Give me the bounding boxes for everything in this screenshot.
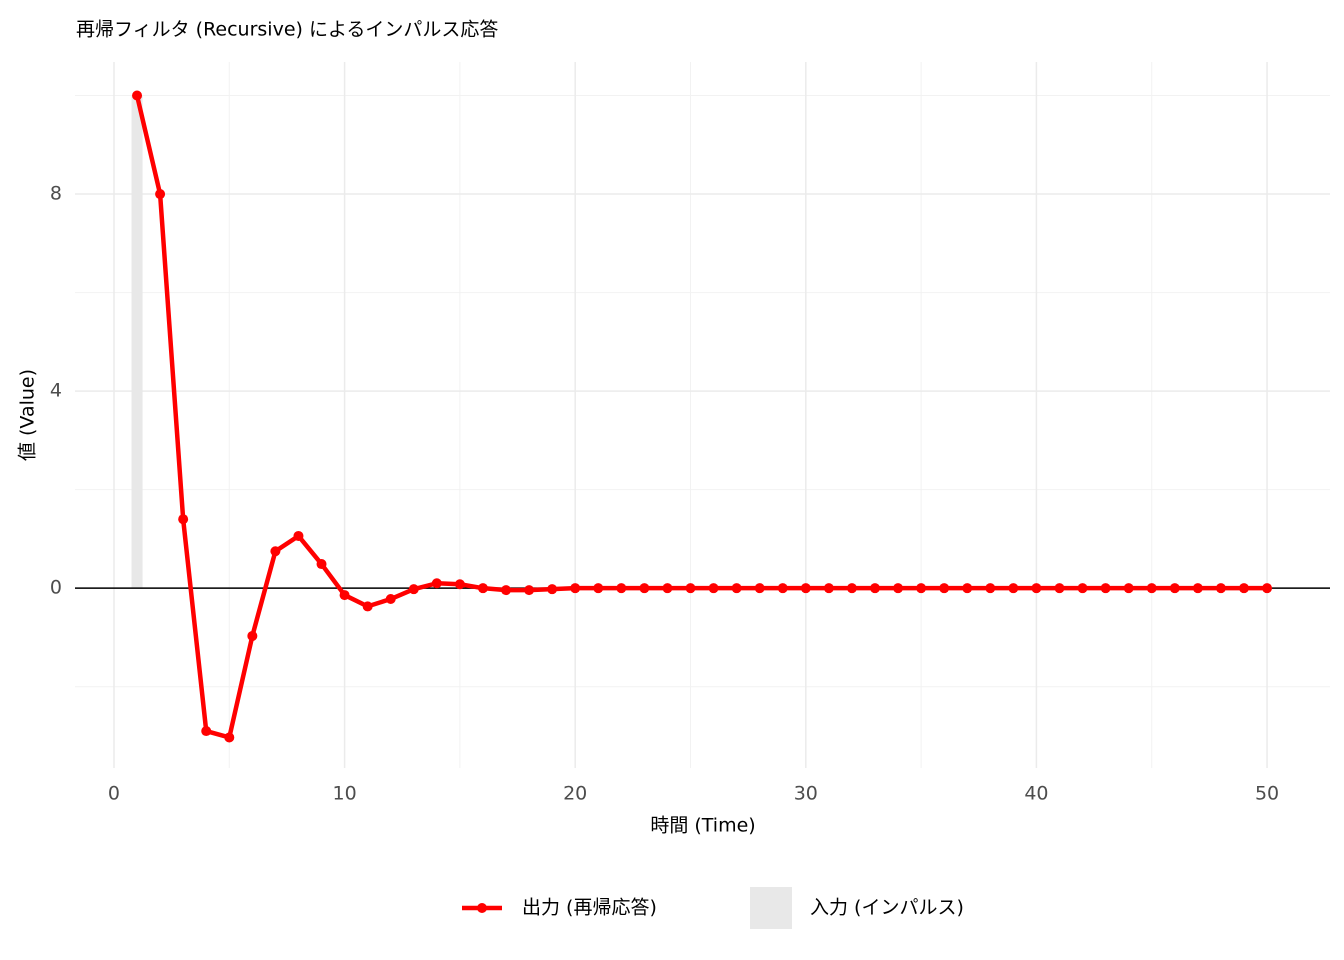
- point: [616, 583, 627, 594]
- point: [1238, 583, 1249, 594]
- x-axis-label: 時間 (Time): [650, 815, 755, 837]
- point: [1054, 583, 1065, 594]
- legend-label: 出力 (再帰応答): [522, 897, 657, 919]
- y-tick-label: 8: [50, 183, 62, 205]
- point: [593, 583, 604, 594]
- point: [1077, 583, 1088, 594]
- point: [431, 578, 442, 589]
- point: [731, 583, 742, 594]
- point: [501, 585, 512, 596]
- point: [270, 546, 281, 557]
- point: [1192, 583, 1203, 594]
- y-axis-label: 値 (Value): [17, 369, 39, 461]
- point: [962, 583, 973, 594]
- line: [134, 94, 1268, 740]
- point: [639, 583, 650, 594]
- point: [293, 530, 304, 541]
- point: [201, 726, 212, 737]
- point: [823, 583, 834, 594]
- point: [708, 583, 719, 594]
- point: [178, 514, 189, 525]
- y-tick-label: 0: [50, 577, 62, 599]
- point: [1100, 583, 1111, 594]
- bar: [131, 95, 143, 589]
- point: [339, 590, 350, 601]
- legend-key: [477, 903, 487, 913]
- point: [385, 594, 396, 605]
- point: [570, 583, 581, 594]
- point: [132, 90, 143, 101]
- x-tick-label: 0: [108, 783, 120, 805]
- legend-label: 入力 (インパルス): [810, 897, 964, 919]
- point: [477, 583, 488, 594]
- point: [777, 583, 788, 594]
- chart-title: 再帰フィルタ (Recursive) によるインパルス応答: [76, 19, 498, 41]
- point: [1262, 583, 1273, 594]
- point: [662, 583, 673, 594]
- point: [454, 579, 465, 590]
- point: [1169, 583, 1180, 594]
- point: [247, 630, 258, 641]
- point: [524, 585, 535, 596]
- point: [1123, 583, 1134, 594]
- x-tick-label: 50: [1255, 783, 1279, 805]
- point: [869, 583, 880, 594]
- point: [316, 559, 327, 570]
- point: [916, 583, 927, 594]
- x-tick-label: 40: [1024, 783, 1048, 805]
- point: [985, 583, 996, 594]
- point: [939, 583, 950, 594]
- legend-key: [750, 887, 792, 929]
- x-tick-label: 20: [563, 783, 587, 805]
- y-tick-label: 4: [50, 380, 62, 402]
- point: [685, 583, 696, 594]
- x-tick-label: 10: [332, 783, 356, 805]
- point: [1031, 583, 1042, 594]
- point: [547, 584, 558, 595]
- point: [1008, 583, 1019, 594]
- point: [155, 189, 166, 200]
- point: [846, 583, 857, 594]
- point: [893, 583, 904, 594]
- point: [1146, 583, 1157, 594]
- point: [800, 583, 811, 594]
- point: [754, 583, 765, 594]
- point: [362, 601, 373, 612]
- point: [408, 584, 419, 595]
- point: [224, 732, 235, 743]
- point: [1215, 583, 1226, 594]
- x-tick-label: 30: [794, 783, 818, 805]
